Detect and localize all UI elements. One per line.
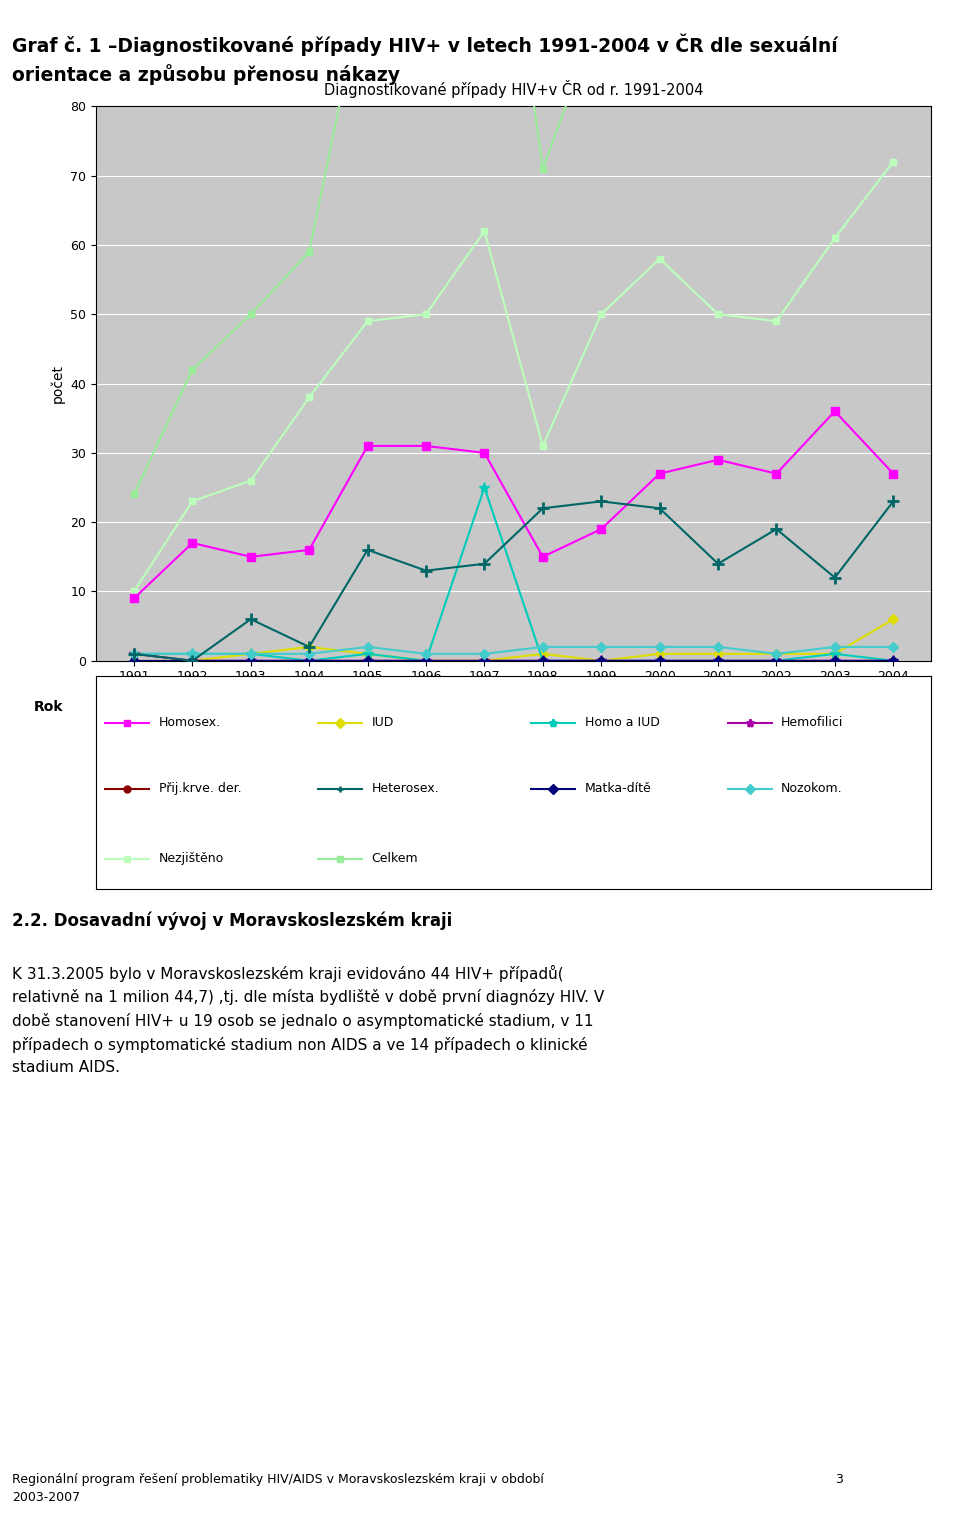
Text: Matka-dítě: Matka-dítě <box>585 782 651 794</box>
Text: Homosex.: Homosex. <box>158 717 221 729</box>
Text: Přij.krve. der.: Přij.krve. der. <box>158 782 241 794</box>
Y-axis label: počet: počet <box>50 365 64 403</box>
Text: Heterosex.: Heterosex. <box>372 782 440 794</box>
Text: 2.2. Dosavadní vývoj v Moravskoslezském kraji: 2.2. Dosavadní vývoj v Moravskoslezském … <box>12 911 453 930</box>
Text: Hemofilici: Hemofilici <box>780 717 843 729</box>
Text: Nezjištěno: Nezjištěno <box>158 852 224 866</box>
Text: Nozokom.: Nozokom. <box>780 782 843 794</box>
Text: orientace a způsobu přenosu nákazy: orientace a způsobu přenosu nákazy <box>12 64 400 85</box>
Text: IUD: IUD <box>372 717 394 729</box>
Text: Homo a IUD: Homo a IUD <box>585 717 660 729</box>
Text: 2003-2007: 2003-2007 <box>12 1490 81 1504</box>
Text: Graf č. 1 –Diagnostikované případy HIV+ v letech 1991-2004 v ČR dle sexuální: Graf č. 1 –Diagnostikované případy HIV+ … <box>12 33 838 56</box>
Text: Rok: Rok <box>34 700 62 714</box>
Text: 3: 3 <box>835 1472 843 1486</box>
Title: Diagnostikované případy HIV+v ČR od r. 1991-2004: Diagnostikované případy HIV+v ČR od r. 1… <box>324 81 704 99</box>
Text: Regionální program řešení problematiky HIV/AIDS v Moravskoslezském kraji v obdob: Regionální program řešení problematiky H… <box>12 1472 544 1486</box>
Text: K 31.3.2005 bylo v Moravskoslezském kraji evidováno 44 HIV+ případů(
relativně n: K 31.3.2005 bylo v Moravskoslezském kraj… <box>12 965 605 1075</box>
Text: Celkem: Celkem <box>372 852 419 866</box>
